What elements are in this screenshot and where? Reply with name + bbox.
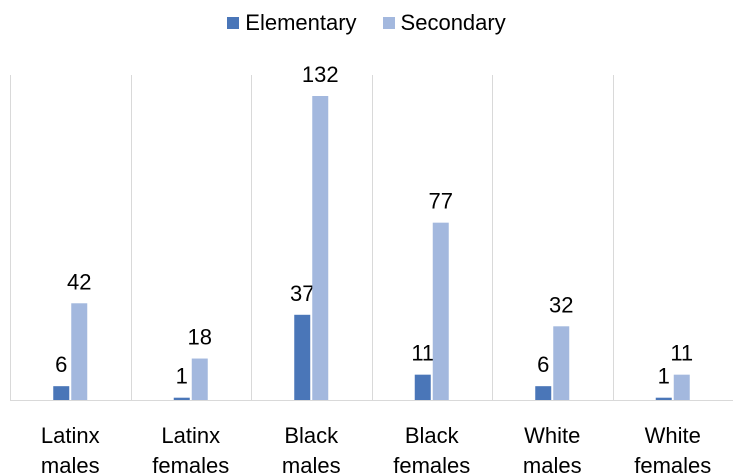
x-tick-label: Black: [405, 423, 460, 448]
bar-secondary-3: [432, 222, 449, 400]
legend: Elementary Secondary: [0, 10, 733, 36]
legend-item-secondary: Secondary: [382, 10, 506, 36]
x-tick-label: Black: [284, 423, 339, 448]
data-label-secondary-3: 77: [429, 189, 453, 214]
legend-item-elementary: Elementary: [227, 10, 357, 36]
bar-elementary-0: [53, 386, 70, 400]
data-label-elementary-5: 1: [658, 364, 670, 389]
data-label-secondary-4: 32: [549, 292, 573, 317]
data-label-secondary-2: 132: [302, 62, 339, 87]
data-label-secondary-0: 42: [67, 269, 91, 294]
legend-label-secondary: Secondary: [400, 10, 506, 35]
x-tick-label: Latinx: [41, 423, 100, 448]
x-tick-label: White: [645, 423, 701, 448]
bar-elementary-1: [173, 397, 190, 400]
bar-secondary-2: [312, 96, 329, 400]
x-tick-label: White: [524, 423, 580, 448]
bar-elementary-2: [294, 314, 311, 400]
bar-elementary-5: [655, 397, 672, 400]
data-label-elementary-1: 1: [176, 364, 188, 389]
bar-secondary-4: [553, 326, 570, 400]
legend-swatch-secondary: [382, 17, 395, 29]
bar-elementary-3: [414, 374, 431, 400]
x-tick-label: males: [523, 453, 582, 476]
x-tick-label: Latinx: [161, 423, 220, 448]
legend-label-elementary: Elementary: [245, 10, 357, 35]
x-tick-label: males: [41, 453, 100, 476]
data-label-elementary-0: 6: [55, 352, 67, 377]
x-tick-label: females: [152, 453, 229, 476]
x-tick-label: males: [282, 453, 341, 476]
bar-elementary-4: [535, 386, 552, 400]
bar-secondary-0: [71, 303, 88, 400]
data-label-elementary-4: 6: [537, 352, 549, 377]
x-tick-label: females: [393, 453, 470, 476]
legend-swatch-elementary: [227, 17, 240, 29]
data-label-secondary-5: 11: [670, 341, 693, 366]
bar-secondary-5: [673, 374, 690, 400]
data-label-secondary-1: 18: [188, 325, 212, 350]
data-label-elementary-2: 37: [290, 281, 314, 306]
data-label-elementary-3: 11: [411, 341, 434, 366]
x-tick-label: females: [634, 453, 711, 476]
bar-secondary-1: [191, 358, 208, 400]
